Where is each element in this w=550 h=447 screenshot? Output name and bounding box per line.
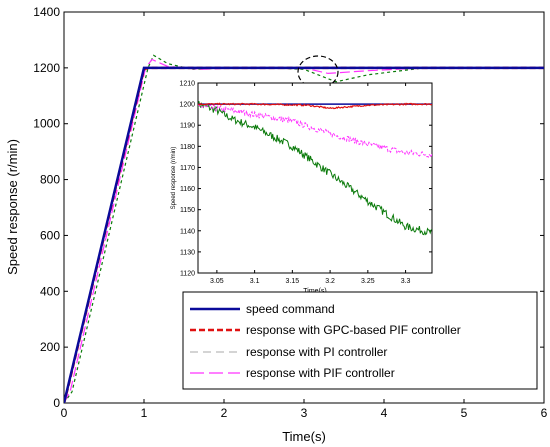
- inset-x-tick-label: 3.25: [361, 278, 375, 285]
- inset-y-tick-label: 1190: [180, 123, 195, 130]
- main-series: [64, 54, 544, 403]
- inset-y-tick-label: 1160: [180, 186, 195, 193]
- inset-series-response-with-gpc-based-pif-controller: [198, 102, 432, 110]
- inset-y-tick-label: 1150: [180, 207, 195, 214]
- inset-y-tick-label: 1140: [180, 228, 195, 235]
- legend-label-speed-command: speed command: [246, 302, 335, 316]
- main-x-tick-label: 1: [141, 406, 148, 420]
- main-series-speed-command: [64, 66, 544, 403]
- main-y-tick-label: 1200: [33, 61, 60, 75]
- inset-y-tick-label: 1130: [180, 249, 195, 256]
- main-x-tick-label: 3: [301, 406, 308, 420]
- legend-label-pif: response with PIF controller: [246, 366, 395, 380]
- main-y-label: Speed response (r/min): [5, 139, 20, 275]
- legend-box: [182, 291, 538, 390]
- legend-label-pi: response with PI controller: [246, 345, 387, 359]
- inset-x-tick-label: 3.15: [286, 278, 300, 285]
- main-y-tick-label: 0: [53, 396, 60, 410]
- inset-y-tick-label: 1170: [180, 165, 195, 172]
- main-x-tick-label: 4: [381, 406, 388, 420]
- main-x-tick-label: 6: [541, 406, 548, 420]
- inset-plot-area: [197, 82, 433, 274]
- main-y-tick-label: 800: [40, 173, 60, 187]
- inset-x-tick-label: 3.05: [210, 278, 224, 285]
- inset-y-label: Speed response (r/min): [171, 147, 177, 210]
- main-y-tick-label: 400: [40, 284, 60, 298]
- inset-series-response-with-pif-controller: [198, 104, 432, 159]
- main-y-tick-label: 600: [40, 228, 60, 242]
- main-y-tick-label: 200: [40, 340, 60, 354]
- inset-y-tick-label: 1200: [179, 102, 195, 109]
- main-y-tick-label: 1400: [33, 5, 60, 19]
- main-x-tick-label: 0: [61, 406, 68, 420]
- main-x-tick-label: 5: [461, 406, 468, 420]
- main-y-tick-label: 1000: [33, 117, 60, 131]
- inset-y-tick-label: 1120: [180, 271, 195, 278]
- inset-y-tick-label: 1210: [179, 81, 195, 88]
- main-x-tick-label: 2: [221, 406, 228, 420]
- legend-label-gpc-pif: response with GPC-based PIF controller: [246, 323, 461, 337]
- inset-ticks: 3.05 3.1 3.15 3.2 3.25 3.3 1120 1130 1140 1150 116…: [179, 81, 432, 285]
- main-x-label: Time(s): [282, 429, 326, 444]
- inset-series: [198, 101, 432, 236]
- inset-series-response-with-pi-controller: [198, 101, 432, 236]
- inset-x-tick-label: 3.1: [250, 278, 260, 285]
- legend: speed command response with GPC-based PI…: [182, 291, 538, 390]
- inset-y-tick-label: 1180: [180, 144, 195, 151]
- inset-x-tick-label: 3.3: [401, 278, 411, 285]
- main-ticks: 0 1 2 3 4 5 6 0 200 400 600 800 1000 1200 1400: [33, 5, 547, 420]
- inset-x-tick-label: 3.2: [325, 278, 335, 285]
